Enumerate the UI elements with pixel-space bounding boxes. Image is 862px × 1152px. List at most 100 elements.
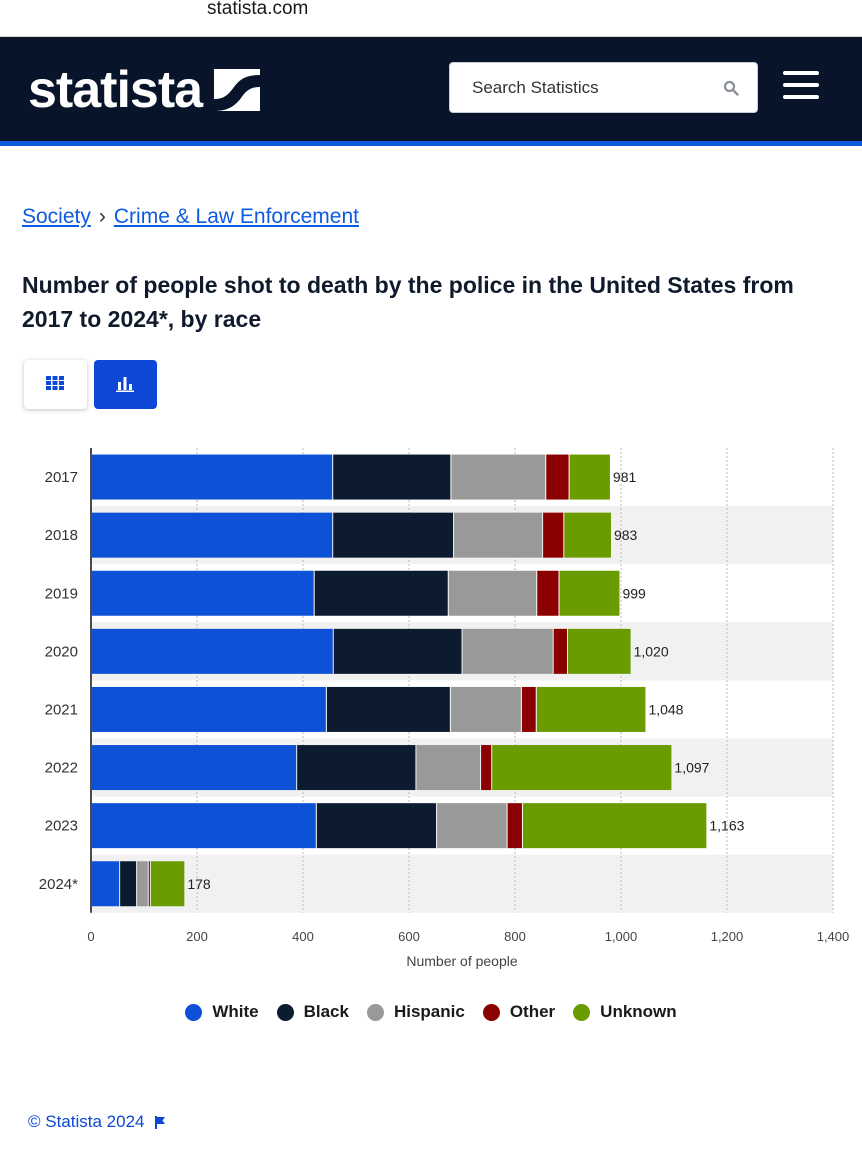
bar-other <box>507 803 522 849</box>
bar-white <box>91 512 333 558</box>
x-tick-label: 1,000 <box>605 929 638 944</box>
bar-unknown <box>492 745 672 791</box>
bar-hispanic <box>437 803 507 849</box>
legend-item-other[interactable]: Other <box>482 1002 555 1022</box>
bar-other <box>543 512 564 558</box>
data-label: 981 <box>613 469 637 485</box>
data-label: 1,163 <box>709 818 744 834</box>
data-label: 1,048 <box>648 701 683 717</box>
x-axis-label: Number of people <box>406 953 518 969</box>
hamburger-menu-icon[interactable] <box>783 71 819 103</box>
x-tick-label: 1,200 <box>711 929 744 944</box>
bar-hispanic <box>137 861 148 907</box>
bar-unknown <box>569 454 610 500</box>
bar-other <box>481 745 492 791</box>
logo-text: statista <box>28 61 203 119</box>
statista-logo-icon <box>214 69 261 111</box>
bar-white <box>91 628 333 674</box>
data-label: 178 <box>187 876 211 892</box>
legend-label: White <box>212 1002 259 1021</box>
category-label: 2021 <box>45 701 78 718</box>
legend-swatch <box>573 1003 591 1021</box>
breadcrumb-link-society[interactable]: Society <box>22 205 91 228</box>
category-label: 2017 <box>45 469 78 486</box>
category-label: 2018 <box>45 527 78 544</box>
row-band <box>91 854 833 913</box>
search-icon[interactable] <box>723 80 739 96</box>
footer-copyright[interactable]: © Statista 2024 <box>28 1112 166 1132</box>
bar-black <box>297 745 416 791</box>
legend-item-hispanic[interactable]: Hispanic <box>366 1002 465 1022</box>
bar-other <box>553 628 567 674</box>
data-label: 999 <box>622 585 646 601</box>
x-tick-label: 600 <box>398 929 420 944</box>
bar-black <box>333 628 462 674</box>
x-tick-label: 200 <box>186 929 208 944</box>
legend-swatch <box>185 1003 203 1021</box>
category-label: 2024* <box>39 876 78 893</box>
data-label: 1,020 <box>634 643 669 659</box>
stacked-bar-chart: 981 2017 983 2018 999 2019 1,020 2020 1,048 2021 1… <box>39 448 850 969</box>
bar-other <box>148 861 150 907</box>
bar-white <box>91 570 314 616</box>
breadcrumb-link-crime[interactable]: Crime & Law Enforcement <box>113 205 359 228</box>
bar-hispanic <box>454 512 543 558</box>
category-label: 2020 <box>45 643 78 660</box>
bar-unknown <box>564 512 611 558</box>
data-label: 983 <box>614 527 638 543</box>
chart-view-button[interactable] <box>94 360 157 409</box>
category-label: 2023 <box>45 818 78 835</box>
bar-white <box>91 803 316 849</box>
x-tick-label: 1,400 <box>817 929 850 944</box>
legend-label: Black <box>303 1002 349 1021</box>
category-label: 2022 <box>45 760 78 777</box>
legend-label: Hispanic <box>393 1002 465 1021</box>
category-label: 2019 <box>45 585 78 602</box>
legend-label: Unknown <box>600 1002 677 1021</box>
bar-black <box>316 803 437 849</box>
bar-white <box>91 686 326 732</box>
bar-unknown <box>559 570 620 616</box>
bar-hispanic <box>448 570 537 616</box>
data-label: 1,097 <box>674 760 709 776</box>
bar-hispanic <box>416 745 481 791</box>
table-grid-icon <box>46 376 64 390</box>
legend-item-white[interactable]: White <box>185 1002 259 1022</box>
bar-unknown <box>150 861 185 907</box>
bar-black <box>326 686 450 732</box>
copyright-text: © Statista 2024 <box>28 1112 145 1131</box>
bar-unknown <box>536 686 646 732</box>
legend-item-unknown[interactable]: Unknown <box>573 1002 677 1022</box>
bar-black <box>314 570 448 616</box>
bar-unknown <box>568 628 631 674</box>
bar-other <box>521 686 536 732</box>
breadcrumb: Society › Crime & Law Enforcement <box>22 205 359 229</box>
bar-white <box>91 454 333 500</box>
bar-chart-icon <box>116 377 134 392</box>
legend-swatch <box>366 1003 384 1021</box>
chart-legend: White Black Hispanic Other Unknown <box>0 1002 862 1022</box>
breadcrumb-separator: › <box>98 205 106 228</box>
browser-top-bar: statista.com <box>0 0 862 37</box>
bar-black <box>333 512 454 558</box>
bar-other <box>546 454 569 500</box>
legend-item-black[interactable]: Black <box>276 1002 349 1022</box>
bar-hispanic <box>462 628 553 674</box>
flag-icon <box>154 1115 165 1129</box>
bar-unknown <box>522 803 707 849</box>
page-title: Number of people shot to death by the po… <box>22 272 794 332</box>
bar-white <box>91 745 297 791</box>
search-box[interactable] <box>449 62 758 113</box>
bar-white <box>91 861 120 907</box>
statista-logo[interactable]: statista <box>28 60 261 120</box>
search-input[interactable] <box>450 63 710 112</box>
x-tick-label: 0 <box>87 929 94 944</box>
x-tick-label: 800 <box>504 929 526 944</box>
table-view-button[interactable] <box>24 360 87 409</box>
bar-black <box>120 861 137 907</box>
bar-hispanic <box>451 454 546 500</box>
bar-hispanic <box>450 686 521 732</box>
browser-domain: statista.com <box>207 0 309 19</box>
bar-other <box>537 570 559 616</box>
bar-black <box>333 454 451 500</box>
